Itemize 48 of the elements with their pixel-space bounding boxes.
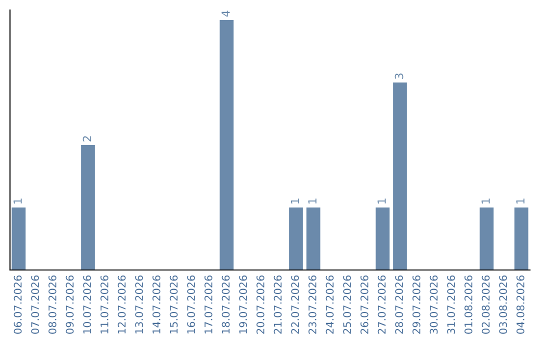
x-tick-label: 09.07.2026 bbox=[66, 276, 74, 334]
x-tick-label: 30.07.2026 bbox=[430, 276, 438, 334]
x-tick-label: 13.07.2026 bbox=[135, 276, 144, 334]
x-tick-label: 23.07.2026 bbox=[308, 276, 316, 334]
data-label: 1 bbox=[290, 198, 300, 204]
x-tick-label: 11.07.2026 bbox=[100, 276, 108, 334]
data-label: 4 bbox=[222, 10, 230, 17]
x-tick-label: 12.07.2026 bbox=[118, 276, 126, 334]
bar bbox=[12, 208, 26, 270]
data-label: 3 bbox=[394, 74, 404, 79]
x-tick-label: 20.07.2026 bbox=[256, 276, 264, 334]
x-tick-label: 15.07.2026 bbox=[170, 276, 178, 334]
data-label: 1 bbox=[14, 198, 22, 204]
data-label: 1 bbox=[308, 198, 316, 204]
x-tick-label: 25.07.2026 bbox=[343, 276, 352, 334]
bar bbox=[306, 208, 320, 270]
x-tick-label: 19.07.2026 bbox=[239, 276, 248, 334]
data-label: 1 bbox=[516, 198, 524, 204]
x-tick-label: 29.07.2026 bbox=[412, 276, 420, 334]
x-tick-label: 07.07.2026 bbox=[31, 276, 40, 334]
x-tick-label: 01.08.2026 bbox=[464, 276, 472, 334]
bar bbox=[376, 208, 390, 270]
x-tick-label: 24.07.2026 bbox=[326, 276, 334, 334]
x-tick-label: 10.07.2026 bbox=[83, 276, 92, 334]
bar bbox=[289, 208, 303, 270]
data-label: 2 bbox=[82, 136, 92, 142]
x-tick-label: 14.07.2026 bbox=[152, 276, 160, 334]
x-tick-label: 28.07.2026 bbox=[395, 276, 404, 334]
bar bbox=[393, 82, 407, 270]
data-label: 1 bbox=[482, 198, 490, 204]
bar bbox=[480, 208, 494, 270]
x-tick-label: 16.07.2026 bbox=[187, 276, 196, 334]
x-tick-label: 31.07.2026 bbox=[447, 276, 456, 334]
x-tick-label: 27.07.2026 bbox=[378, 276, 386, 334]
bar bbox=[514, 208, 528, 270]
bar bbox=[81, 145, 95, 270]
x-tick-label: 08.07.2026 bbox=[48, 276, 56, 334]
bar bbox=[220, 20, 234, 270]
x-tick-label: 18.07.2026 bbox=[222, 276, 230, 334]
x-tick-label: 04.08.2026 bbox=[516, 276, 524, 334]
x-tick-label: 17.07.2026 bbox=[204, 276, 212, 334]
data-label: 1 bbox=[378, 198, 386, 204]
x-tick-label: 21.07.2026 bbox=[274, 276, 282, 334]
x-tick-label: 22.07.2026 bbox=[291, 276, 300, 334]
x-tick-label: 06.07.2026 bbox=[14, 276, 22, 334]
x-tick-label: 02.08.2026 bbox=[482, 276, 490, 334]
x-tick-label: 26.07.2026 bbox=[360, 276, 368, 334]
x-tick-label: 03.08.2026 bbox=[499, 276, 508, 334]
